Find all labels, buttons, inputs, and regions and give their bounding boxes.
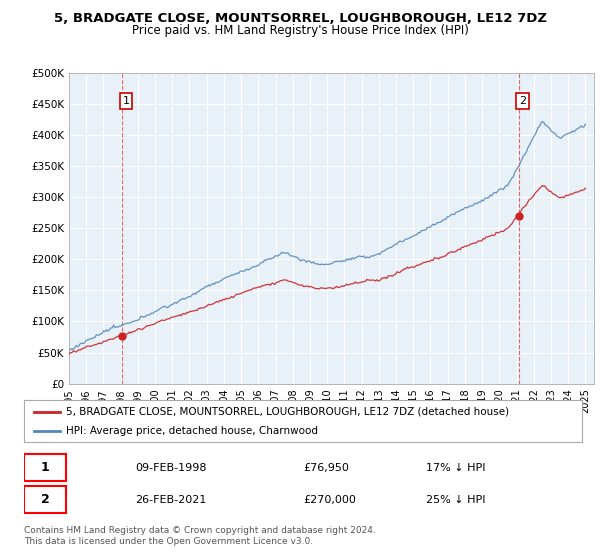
Text: 2: 2	[41, 493, 49, 506]
Text: 2: 2	[519, 96, 526, 106]
Text: £76,950: £76,950	[303, 463, 349, 473]
FancyBboxPatch shape	[24, 487, 66, 514]
Text: 17% ↓ HPI: 17% ↓ HPI	[426, 463, 485, 473]
Text: £270,000: £270,000	[303, 495, 356, 505]
Text: 26-FEB-2021: 26-FEB-2021	[136, 495, 207, 505]
Text: 5, BRADGATE CLOSE, MOUNTSORREL, LOUGHBOROUGH, LE12 7DZ: 5, BRADGATE CLOSE, MOUNTSORREL, LOUGHBOR…	[53, 12, 547, 25]
Text: 1: 1	[41, 461, 49, 474]
Text: HPI: Average price, detached house, Charnwood: HPI: Average price, detached house, Char…	[66, 426, 318, 436]
Text: 25% ↓ HPI: 25% ↓ HPI	[426, 495, 485, 505]
Text: 5, BRADGATE CLOSE, MOUNTSORREL, LOUGHBOROUGH, LE12 7DZ (detached house): 5, BRADGATE CLOSE, MOUNTSORREL, LOUGHBOR…	[66, 407, 509, 417]
Text: 09-FEB-1998: 09-FEB-1998	[136, 463, 207, 473]
FancyBboxPatch shape	[24, 454, 66, 481]
Text: Price paid vs. HM Land Registry's House Price Index (HPI): Price paid vs. HM Land Registry's House …	[131, 24, 469, 36]
Text: 1: 1	[122, 96, 130, 106]
Text: Contains HM Land Registry data © Crown copyright and database right 2024.
This d: Contains HM Land Registry data © Crown c…	[24, 526, 376, 546]
